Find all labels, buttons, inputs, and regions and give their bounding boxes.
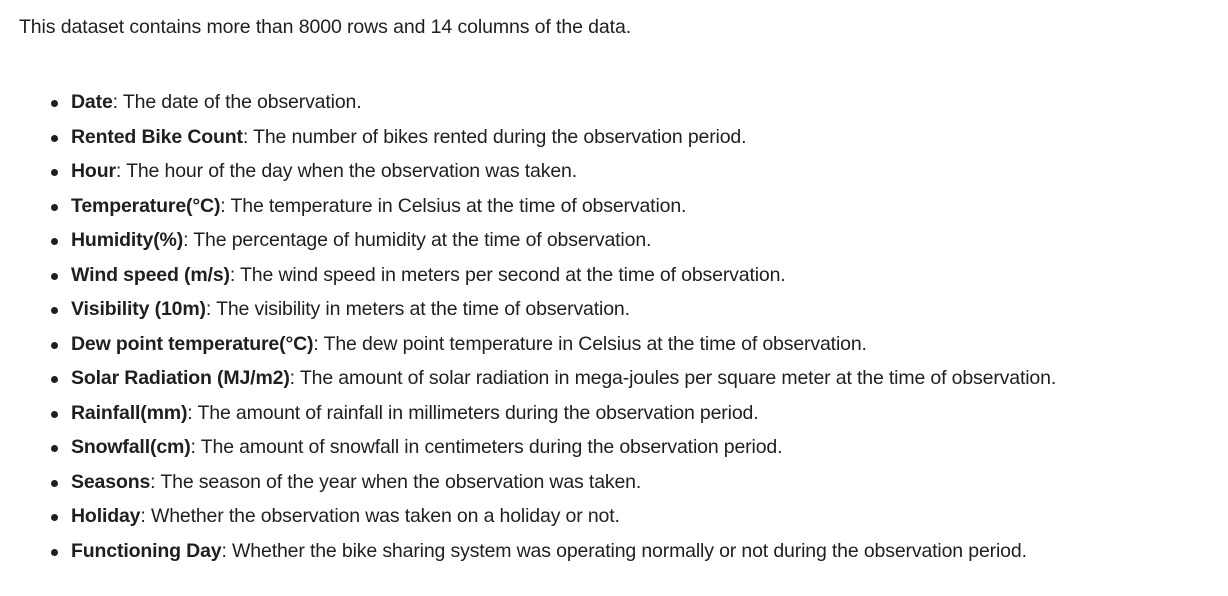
column-term: Seasons [71,470,151,493]
term-separator: : [313,332,324,355]
column-term: Rainfall(mm) [71,401,188,424]
column-description: The percentage of humidity at the time o… [193,229,652,251]
list-item: Holiday: Whether the observation was tak… [19,499,1228,534]
bullet-icon [51,376,58,383]
list-item: Hour: The hour of the day when the obser… [19,154,1228,189]
list-item: Date: The date of the observation. [19,85,1228,120]
column-term: Humidity(%) [71,229,184,251]
bullet-icon [51,514,58,521]
bullet-icon [51,410,58,418]
column-description-list: Date: The date of the observation. Rented… [19,85,1228,568]
column-description: Whether the bike sharing system was oper… [232,539,1027,562]
column-description: The visibility in meters at the time of … [216,298,630,320]
list-item: Wind speed (m/s): The wind speed in mete… [19,258,1228,293]
list-item: Temperature(°C): The temperature in Cels… [19,189,1228,224]
column-term: Date [71,91,113,113]
bullet-icon [51,134,58,142]
term-separator: : [140,505,151,527]
term-separator: : [150,470,161,493]
bullet-icon [51,238,58,245]
column-term: Visibility (10m) [71,298,206,320]
bullet-icon [51,307,58,314]
list-item: Snowfall(cm): The amount of snowfall in … [19,430,1228,465]
intro-paragraph: This dataset contains more than 8000 row… [19,16,632,38]
column-term: Solar Radiation (MJ/m2) [71,367,290,389]
list-item: Rented Bike Count: The number of bikes r… [19,120,1228,155]
term-separator: : [187,401,198,424]
column-description: The hour of the day when the observation… [126,160,577,182]
column-term: Snowfall(cm) [71,436,191,458]
list-item: Visibility (10m): The visibility in mete… [19,292,1228,327]
bullet-icon [51,548,58,556]
column-description: The season of the year when the observat… [160,470,642,493]
bullet-icon [51,341,58,349]
list-item: Solar Radiation (MJ/m2): The amount of s… [19,361,1228,396]
list-item: Dew point temperature(°C): The dew point… [19,327,1228,362]
column-description: The temperature in Celsius at the time o… [230,194,687,217]
column-term: Temperature(°C) [71,194,221,217]
column-term: Rented Bike Count [71,125,243,148]
bullet-icon [51,272,58,280]
column-term: Dew point temperature(°C) [71,332,314,355]
term-separator: : [289,367,300,389]
column-term: Wind speed (m/s) [71,263,230,286]
column-description: The amount of rainfall in millimeters du… [197,401,759,424]
term-separator: : [183,229,194,251]
column-description: The wind speed in meters per second at t… [240,263,786,286]
term-separator: : [242,125,254,148]
term-separator: : [221,539,233,562]
column-description: The number of bikes rented during the ob… [253,125,747,148]
term-separator: : [190,436,201,458]
list-item: Functioning Day: Whether the bike sharin… [19,534,1228,569]
bullet-icon [51,479,58,487]
bullet-icon [51,445,58,452]
column-description: The amount of solar radiation in mega-jo… [299,367,1057,389]
column-description: Whether the observation was taken on a h… [150,505,620,527]
term-separator: : [229,263,241,286]
bullet-icon [51,169,58,176]
list-item: Seasons: The season of the year when the… [19,465,1228,500]
column-description: The dew point temperature in Celsius at … [323,332,867,355]
term-separator: : [115,160,127,182]
bullet-icon [51,203,58,211]
list-item: Rainfall(mm): The amount of rainfall in … [19,396,1228,431]
term-separator: : [220,194,231,217]
column-description: The amount of snowfall in centimeters du… [200,436,783,458]
bullet-icon [51,100,58,107]
column-term: Hour [71,160,116,182]
term-separator: : [112,91,123,113]
column-description: The date of the observation. [122,91,362,113]
column-term: Functioning Day [71,539,222,562]
column-term: Holiday [71,505,141,527]
term-separator: : [205,298,217,320]
list-item: Humidity(%): The percentage of humidity … [19,223,1228,258]
